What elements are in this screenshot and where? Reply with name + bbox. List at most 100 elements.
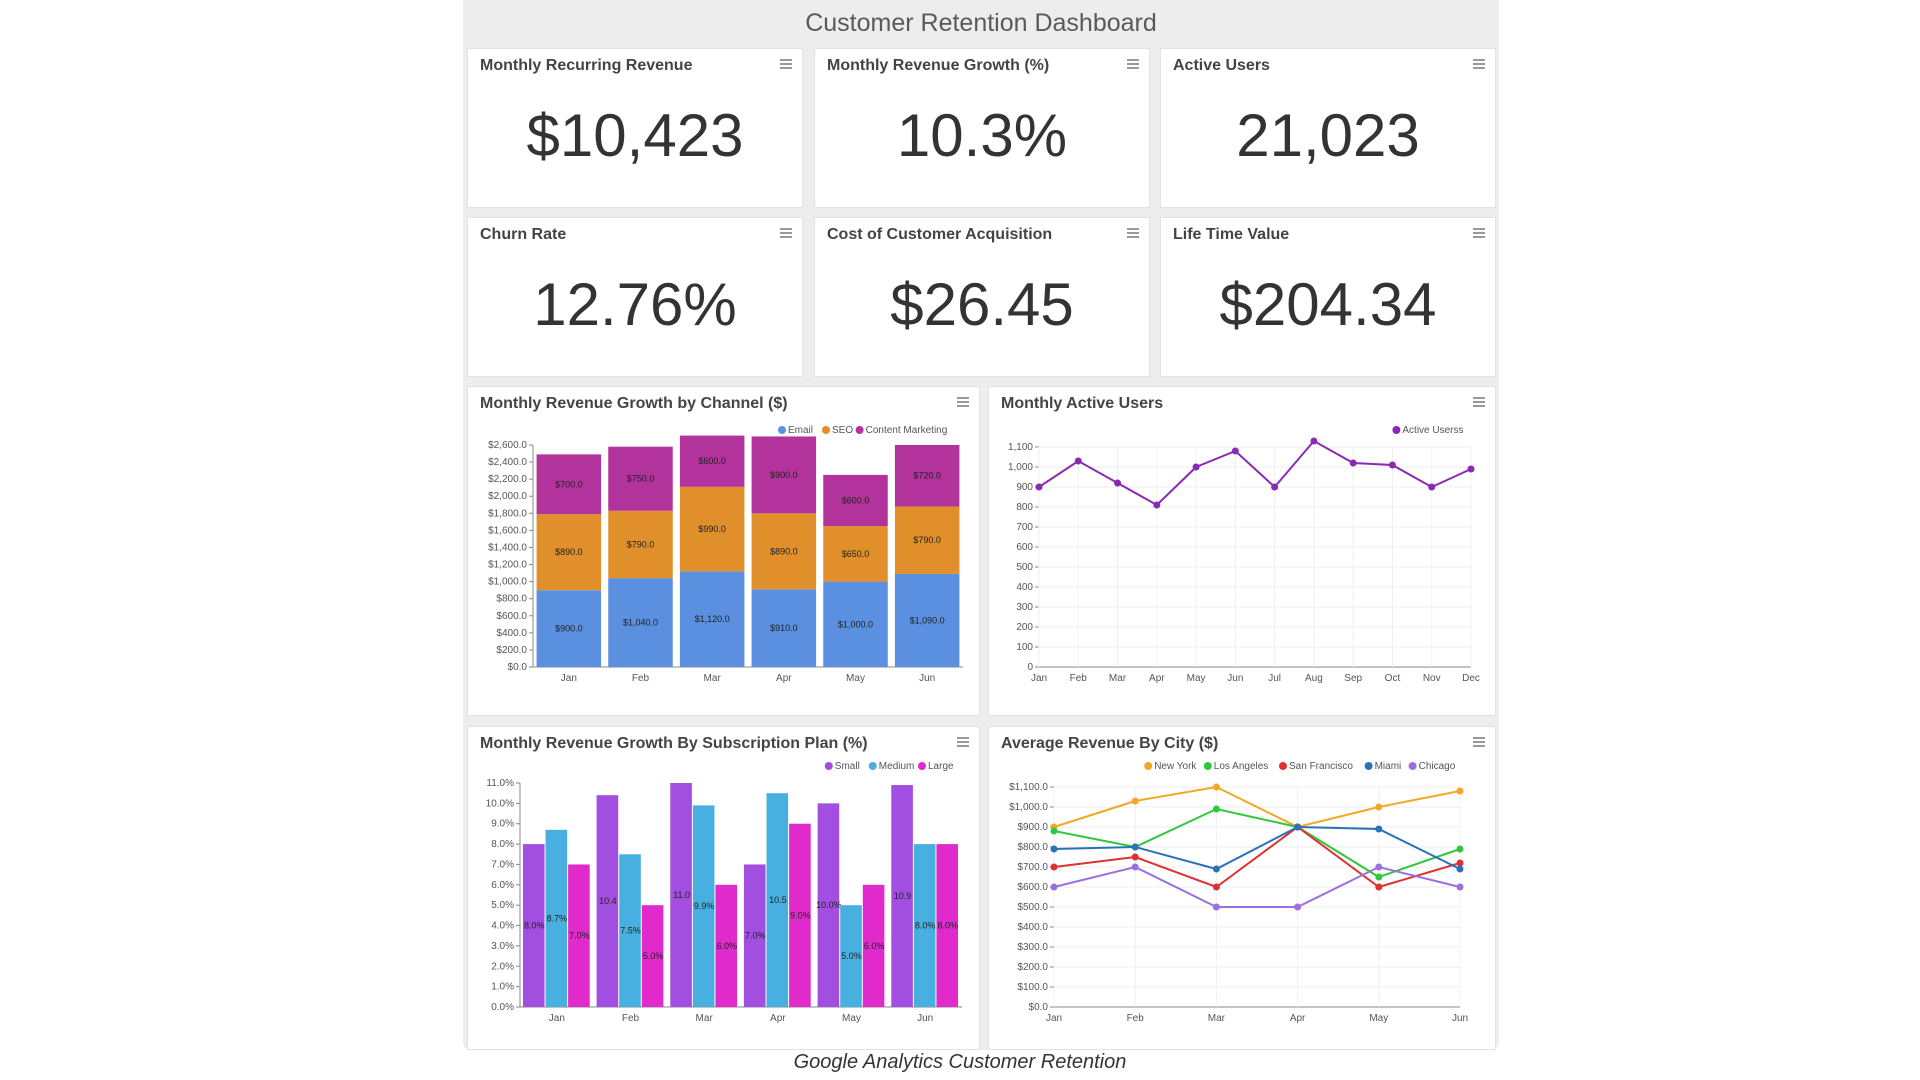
- y-tick-label: $1,000.0: [1009, 802, 1048, 813]
- menu-icon[interactable]: [1127, 59, 1139, 69]
- x-tick-label: Mar: [1109, 673, 1127, 684]
- y-tick-label: $400.0: [496, 628, 527, 639]
- kpi-value: 12.76%: [533, 271, 737, 338]
- kpi-value: $26.45: [890, 271, 1074, 338]
- x-tick-label: Apr: [776, 673, 792, 684]
- legend-marker: [778, 426, 786, 434]
- data-label: $890.0: [770, 546, 798, 556]
- menu-icon[interactable]: [780, 228, 792, 238]
- y-tick-label: $800.0: [496, 594, 527, 605]
- y-tick-label: 2.0%: [491, 961, 514, 972]
- y-tick-label: $300.0: [1017, 942, 1048, 953]
- menu-icon[interactable]: [1473, 397, 1485, 407]
- data-point: [1310, 437, 1318, 445]
- data-point: [1375, 873, 1383, 881]
- bar-segment: [751, 589, 817, 667]
- bar-segment: [536, 454, 602, 515]
- y-tick-label: 100: [1016, 642, 1033, 653]
- data-point: [1456, 865, 1464, 873]
- data-label: 9.0%: [790, 910, 811, 920]
- y-tick-label: 1.0%: [491, 982, 514, 993]
- y-tick-label: 300: [1016, 602, 1033, 613]
- data-point: [1375, 863, 1383, 871]
- x-tick-label: Jul: [1268, 673, 1281, 684]
- data-label: $1,040.0: [623, 618, 658, 628]
- data-label: 5.0%: [643, 951, 664, 961]
- bar-segment: [823, 581, 888, 667]
- bar: [891, 785, 913, 1007]
- menu-icon[interactable]: [1473, 737, 1485, 747]
- bar-segment: [823, 474, 888, 527]
- kpi-title: Monthly Recurring Revenue: [480, 57, 693, 74]
- chart-title: Monthly Revenue Growth By Subscription P…: [480, 735, 868, 752]
- kpi-card-ltv: Life Time Value $204.34: [1160, 217, 1496, 377]
- bar-segment: [823, 526, 888, 582]
- y-tick-label: $2,400.0: [488, 457, 527, 468]
- data-point: [1074, 457, 1082, 465]
- data-point: [1131, 863, 1139, 871]
- x-tick-label: Jan: [561, 673, 577, 684]
- stacked-bar-chart: Email SEO Content Marketing $0.0 $200.0 $400.…: [488, 425, 963, 684]
- menu-icon[interactable]: [957, 397, 969, 407]
- y-tick-label: $600.0: [1017, 882, 1048, 893]
- data-point: [1114, 479, 1122, 487]
- data-label: 6.0%: [717, 941, 738, 951]
- menu-icon[interactable]: [1127, 228, 1139, 238]
- y-tick-label: 5.0%: [491, 900, 514, 911]
- x-tick-label: Mar: [1208, 1013, 1226, 1024]
- y-tick-label: $0.0: [508, 662, 528, 673]
- data-point: [1467, 465, 1475, 473]
- bar-segment: [608, 446, 673, 511]
- bar: [840, 905, 862, 1007]
- y-tick-label: 0: [1027, 662, 1033, 673]
- menu-icon[interactable]: [1473, 228, 1485, 238]
- bar: [766, 793, 789, 1007]
- data-point: [1456, 845, 1464, 853]
- y-tick-label: $100.0: [1017, 982, 1048, 993]
- x-tick-label: Apr: [1149, 673, 1165, 684]
- bar: [913, 844, 936, 1007]
- y-tick-label: 400: [1016, 582, 1033, 593]
- data-point: [1212, 903, 1220, 911]
- bar: [545, 829, 568, 1007]
- data-point: [1050, 845, 1058, 853]
- y-tick-label: 7.0%: [491, 859, 514, 870]
- data-label: 10.4: [599, 896, 617, 906]
- data-point: [1050, 863, 1058, 871]
- bar: [743, 864, 766, 1007]
- data-label: $910.0: [770, 623, 798, 633]
- y-tick-label: $2,600.0: [488, 440, 527, 451]
- data-point: [1375, 825, 1383, 833]
- chart-title: Average Revenue By City ($): [1001, 735, 1219, 752]
- series-line: [1038, 439, 1472, 507]
- legend-marker: [1364, 762, 1373, 770]
- kpi-value: $204.34: [1219, 271, 1437, 338]
- data-label: 10.5: [769, 895, 787, 905]
- dashboard-title: Customer Retention Dashboard: [805, 9, 1157, 37]
- x-tick-label: Feb: [632, 673, 650, 684]
- legend-label: Large: [928, 761, 954, 772]
- y-tick-label: $1,200.0: [488, 560, 527, 571]
- y-tick-label: $200.0: [496, 645, 527, 656]
- legend-marker: [918, 762, 926, 770]
- grouped-bar-chart: Small Medium Large 0.0% 1.0% 2.0% 3.0% 4.0% 5.0%…: [486, 761, 962, 1024]
- x-tick-label: Jan: [549, 1013, 565, 1024]
- data-label: $790.0: [913, 535, 941, 545]
- x-tick-label: Feb: [622, 1013, 640, 1024]
- menu-icon[interactable]: [957, 737, 969, 747]
- bar: [862, 884, 885, 1007]
- data-label: 10.0%: [816, 900, 842, 910]
- data-point: [1294, 903, 1302, 911]
- data-label: 7.5%: [620, 926, 641, 936]
- kpi-title: Life Time Value: [1173, 226, 1290, 243]
- legend-label: Medium: [879, 761, 915, 772]
- data-point: [1050, 883, 1058, 891]
- legend-marker: [1144, 762, 1153, 770]
- menu-icon[interactable]: [780, 59, 792, 69]
- data-label: $700.0: [555, 479, 583, 489]
- bar-segment: [894, 506, 960, 574]
- data-label: $720.0: [913, 471, 941, 481]
- bar: [641, 905, 664, 1007]
- legend-marker: [1408, 762, 1417, 770]
- menu-icon[interactable]: [1473, 59, 1485, 69]
